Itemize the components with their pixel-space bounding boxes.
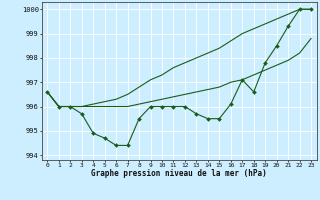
X-axis label: Graphe pression niveau de la mer (hPa): Graphe pression niveau de la mer (hPa) — [91, 169, 267, 178]
